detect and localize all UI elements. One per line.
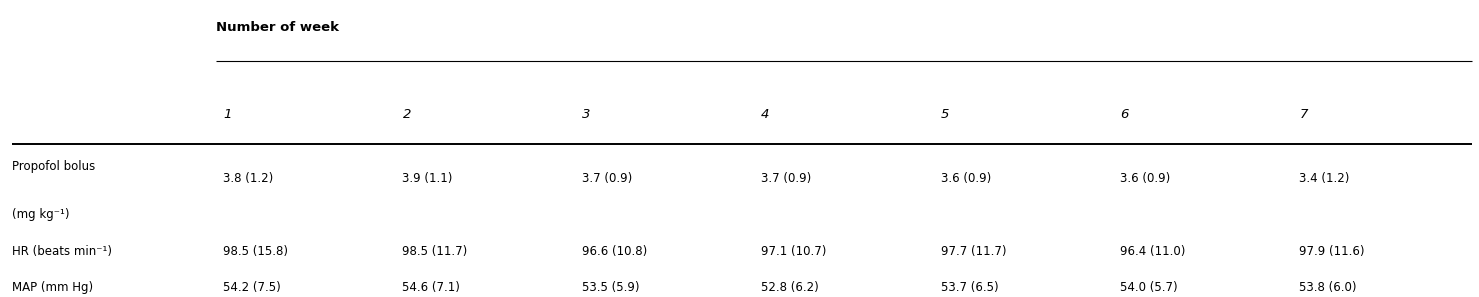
Text: 2: 2 [402, 108, 411, 121]
Text: 97.7 (11.7): 97.7 (11.7) [941, 245, 1006, 258]
Text: 98.5 (15.8): 98.5 (15.8) [223, 245, 288, 258]
Text: 54.6 (7.1): 54.6 (7.1) [402, 281, 460, 294]
Text: 98.5 (11.7): 98.5 (11.7) [402, 245, 467, 258]
Text: 54.0 (5.7): 54.0 (5.7) [1120, 281, 1177, 294]
Text: 4: 4 [762, 108, 769, 121]
Text: 3.6 (0.9): 3.6 (0.9) [941, 172, 991, 185]
Text: 3.7 (0.9): 3.7 (0.9) [762, 172, 812, 185]
Text: 96.4 (11.0): 96.4 (11.0) [1120, 245, 1185, 258]
Text: 53.7 (6.5): 53.7 (6.5) [941, 281, 998, 294]
Text: 3.7 (0.9): 3.7 (0.9) [581, 172, 632, 185]
Text: 3: 3 [581, 108, 590, 121]
Text: 52.8 (6.2): 52.8 (6.2) [762, 281, 819, 294]
Text: Number of week: Number of week [216, 21, 339, 34]
Text: 54.2 (7.5): 54.2 (7.5) [223, 281, 281, 294]
Text: 96.6 (10.8): 96.6 (10.8) [581, 245, 648, 258]
Text: 5: 5 [941, 108, 950, 121]
Text: 53.5 (5.9): 53.5 (5.9) [581, 281, 639, 294]
Text: (mg kg⁻¹): (mg kg⁻¹) [12, 208, 70, 221]
Text: 6: 6 [1120, 108, 1128, 121]
Text: 7: 7 [1300, 108, 1307, 121]
Text: 97.1 (10.7): 97.1 (10.7) [762, 245, 827, 258]
Text: MAP (mm Hg): MAP (mm Hg) [12, 281, 93, 294]
Text: 3.4 (1.2): 3.4 (1.2) [1300, 172, 1350, 185]
Text: 1: 1 [223, 108, 232, 121]
Text: 3.9 (1.1): 3.9 (1.1) [402, 172, 453, 185]
Text: 3.6 (0.9): 3.6 (0.9) [1120, 172, 1170, 185]
Text: 3.8 (1.2): 3.8 (1.2) [223, 172, 274, 185]
Text: 53.8 (6.0): 53.8 (6.0) [1300, 281, 1356, 294]
Text: Propofol bolus: Propofol bolus [12, 160, 95, 173]
Text: HR (beats min⁻¹): HR (beats min⁻¹) [12, 245, 112, 258]
Text: 97.9 (11.6): 97.9 (11.6) [1300, 245, 1365, 258]
